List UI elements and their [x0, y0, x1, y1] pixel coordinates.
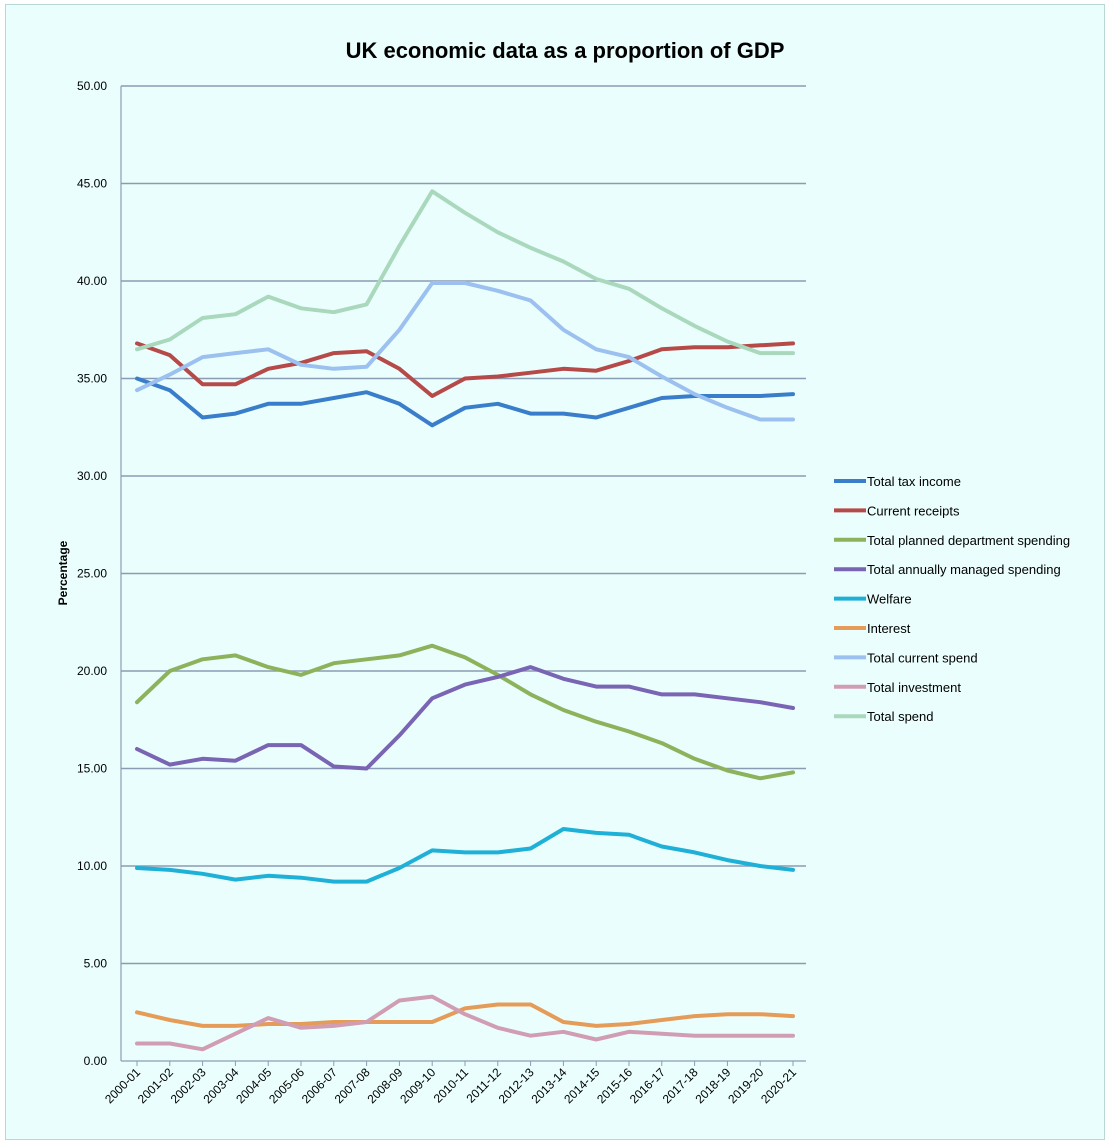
legend-label: Total planned department spending	[867, 533, 1070, 548]
legend-label: Total spend	[867, 709, 934, 724]
x-tick-label: 2000-01	[102, 1065, 143, 1106]
legend-label: Total investment	[867, 680, 961, 695]
x-tick-label: 2018-19	[692, 1065, 733, 1106]
series-line-total-tax-income	[135, 376, 795, 428]
grid-lines	[120, 85, 806, 1062]
y-tick-label: 5.00	[84, 957, 108, 971]
x-tick-label: 2006-07	[299, 1065, 340, 1106]
x-tick-label: 2014-15	[561, 1065, 602, 1106]
x-axis-ticks: 2000-012001-022002-032003-042004-052005-…	[102, 1061, 799, 1106]
y-tick-label: 35.00	[77, 372, 107, 386]
legend-label: Interest	[867, 621, 911, 636]
chart-frame	[5, 4, 1105, 1140]
legend-label: Welfare	[867, 592, 912, 607]
x-tick-label: 2015-16	[594, 1065, 635, 1106]
x-tick-label: 2008-09	[364, 1065, 405, 1106]
legend-label: Total current spend	[867, 650, 978, 665]
x-tick-label: 2004-05	[233, 1065, 274, 1106]
legend: Total tax income Current receipts Total pl…	[834, 474, 1070, 724]
y-tick-label: 30.00	[77, 469, 107, 483]
legend-label: Current receipts	[867, 503, 960, 518]
series-line-total-current-spend	[135, 281, 795, 422]
x-tick-label: 2005-06	[266, 1065, 307, 1106]
y-tick-label: 20.00	[77, 664, 107, 678]
x-tick-label: 2017-18	[660, 1065, 701, 1106]
series-line-total-investment	[135, 994, 795, 1052]
y-tick-label: 45.00	[77, 177, 107, 191]
legend-label: Total annually managed spending	[867, 562, 1061, 577]
x-tick-label: 2020-21	[758, 1065, 799, 1106]
x-tick-label: 2012-13	[496, 1065, 537, 1106]
y-axis-label: Percentage	[56, 540, 70, 605]
y-tick-label: 10.00	[77, 859, 107, 873]
x-tick-label: 2009-10	[397, 1065, 438, 1106]
series-line-current-receipts	[135, 341, 795, 398]
series-line-interest	[135, 1002, 795, 1028]
series-line-total-spend	[135, 189, 795, 356]
chart-title: UK economic data as a proportion of GDP	[346, 38, 785, 63]
legend-label: Total tax income	[867, 474, 961, 489]
y-tick-label: 25.00	[77, 567, 107, 581]
y-tick-label: 15.00	[77, 762, 107, 776]
x-tick-label: 2007-08	[332, 1065, 373, 1106]
x-tick-label: 2002-03	[168, 1065, 209, 1106]
y-tick-label: 40.00	[77, 274, 107, 288]
series-line-welfare	[135, 827, 795, 884]
y-tick-label: 0.00	[84, 1054, 108, 1068]
x-tick-label: 2013-14	[528, 1065, 569, 1106]
x-tick-label: 2003-04	[200, 1065, 241, 1106]
series-lines	[135, 189, 795, 1052]
x-tick-label: 2010-11	[431, 1065, 472, 1106]
y-tick-label: 50.00	[77, 79, 107, 93]
y-axis-ticks: 0.00 5.00 10.00 15.00 20.00 25.00 30.00 35.00 40…	[77, 79, 107, 1068]
x-tick-label: 2019-20	[725, 1065, 766, 1106]
series-line-total-annually-managed-spending	[135, 665, 795, 771]
x-tick-label: 2016-17	[627, 1065, 668, 1106]
series-line-total-planned-department-spending	[135, 643, 795, 781]
x-tick-label: 2001-02	[135, 1065, 176, 1106]
